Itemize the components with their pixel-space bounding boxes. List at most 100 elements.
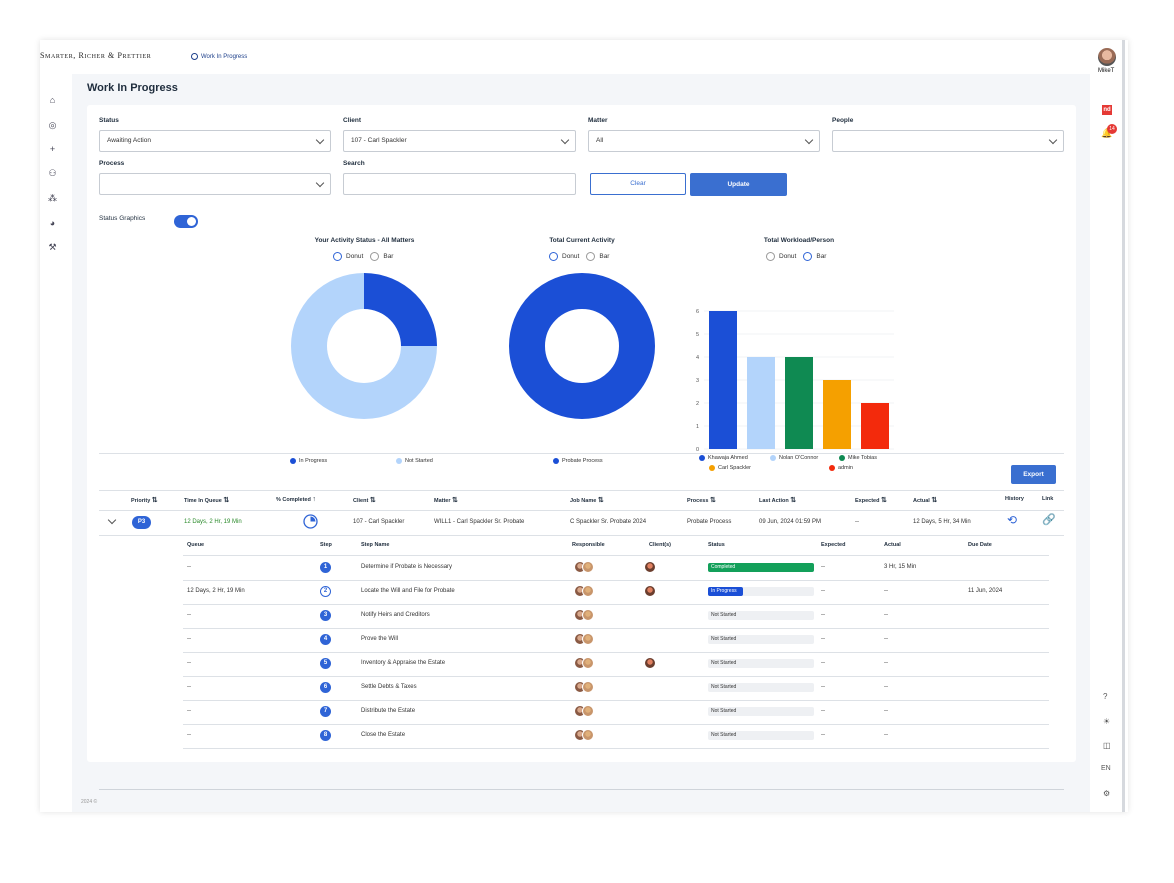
wrench-icon[interactable]: ⚒ [48, 242, 57, 252]
activity-status-slice-in-progress[interactable] [364, 273, 437, 346]
chart-total-activity-title: Total Current Activity [549, 237, 615, 244]
legend-item-probate-process[interactable]: Probate Process [553, 458, 603, 464]
legend-item-not-started[interactable]: Not Started [396, 458, 433, 464]
matter-select[interactable]: All [588, 130, 820, 152]
group-icon[interactable]: ⁂ [48, 193, 57, 203]
activity-status-slice-not-started[interactable] [291, 273, 437, 419]
responsible-avatar[interactable] [582, 729, 594, 741]
status-text: Not Started [711, 612, 737, 618]
status-text: Not Started [711, 708, 737, 714]
client-avatar[interactable] [644, 561, 656, 573]
search-label: Search [343, 160, 365, 167]
pie-chart-icon[interactable]: ◕ [49, 218, 56, 228]
header-priority[interactable]: Priority ⇅ [131, 496, 158, 504]
header-label: Priority [131, 498, 151, 504]
responsible-avatar[interactable] [582, 657, 594, 669]
bell-icon[interactable]: 🔔 [1101, 128, 1113, 138]
row-job-name: C Spackler Sr. Probate 2024 [570, 519, 647, 525]
legend-item[interactable]: Carl Spackler [709, 465, 751, 471]
sort-icon: ⇅ [223, 497, 230, 504]
legend-item[interactable]: Nolan O'Connor [770, 455, 818, 461]
responsible-avatar[interactable] [582, 633, 594, 645]
chevron-down-icon[interactable] [107, 515, 117, 525]
donut-radio[interactable] [549, 252, 558, 261]
responsible-avatar[interactable] [582, 705, 594, 717]
scrollbar[interactable] [1122, 40, 1125, 812]
legend-item-in-progress[interactable]: In Progress [290, 458, 327, 464]
breadcrumb-label: Work In Progress [201, 53, 248, 60]
clear-button[interactable]: Clear [590, 173, 686, 195]
bar-radio[interactable] [803, 252, 813, 261]
home-icon[interactable]: ⌂ [49, 95, 56, 105]
responsible-avatar[interactable] [582, 681, 594, 693]
step-name: Prove the Will [361, 636, 399, 642]
step-number: 4 [320, 634, 331, 645]
legend-label: Mike Tobias [848, 455, 877, 461]
process-select[interactable] [99, 173, 331, 195]
search-input[interactable] [343, 173, 576, 195]
bar-label: Bar [816, 253, 827, 260]
header-label: Client [353, 498, 369, 504]
client-avatar[interactable] [644, 657, 656, 669]
donut-radio[interactable] [766, 252, 775, 261]
header-expected[interactable]: Expected ⇅ [855, 496, 887, 504]
status-select[interactable]: Awaiting Action [99, 130, 331, 152]
status-label: Status [99, 117, 119, 124]
responsible-avatar[interactable] [582, 585, 594, 597]
people-select[interactable] [832, 130, 1064, 152]
user-avatar[interactable] [1098, 48, 1116, 66]
right-bar [1090, 40, 1128, 812]
plus-icon[interactable]: + [49, 144, 56, 154]
bar-nolan-o-connor[interactable] [747, 357, 775, 449]
link-icon[interactable]: 🔗 [1042, 514, 1056, 526]
list-icon[interactable]: ◎ [48, 120, 57, 130]
status-graphics-toggle[interactable] [174, 215, 198, 228]
header-actual[interactable]: Actual ⇅ [913, 496, 937, 504]
bar-carl-spackler[interactable] [823, 380, 851, 449]
columns-icon[interactable]: ◫ [1103, 741, 1111, 750]
total-activity-slice-probate-process[interactable] [509, 273, 655, 419]
legend-label: Nolan O'Connor [779, 455, 819, 461]
header-matter[interactable]: Matter ⇅ [434, 496, 458, 504]
bar-radio[interactable] [586, 252, 596, 261]
y-tick-label: 1 [696, 424, 699, 430]
people-icon[interactable]: ⚇ [48, 168, 57, 178]
app-badge-icon[interactable]: nd [1102, 105, 1112, 115]
update-button[interactable]: Update [690, 173, 787, 196]
client-select[interactable]: 107 - Carl Spackler [343, 130, 576, 152]
donut-radio[interactable] [333, 252, 342, 261]
header-time-in-queue[interactable]: Time In Queue ⇅ [184, 496, 229, 504]
help-icon[interactable]: ? [1103, 692, 1108, 701]
settings-icon[interactable]: ⚙ [1103, 789, 1111, 798]
header-client[interactable]: Client ⇅ [353, 496, 376, 504]
legend-item[interactable]: Khawaja Ahmed [699, 455, 748, 461]
legend-item[interactable]: admin [829, 465, 853, 471]
responsible-avatar[interactable] [582, 609, 594, 621]
history-icon[interactable]: ⟲ [1007, 513, 1018, 527]
header-job-name[interactable]: Job Name ⇅ [570, 496, 604, 504]
header-process[interactable]: Process ⇅ [687, 496, 716, 504]
bar-admin[interactable] [861, 403, 889, 449]
legend-item[interactable]: Mike Tobias [839, 455, 877, 461]
sun-icon[interactable]: ☀ [1103, 717, 1111, 726]
brand-logo[interactable]: Smarter, Richer & Prettier [40, 51, 152, 60]
bar-mike-tobias[interactable] [785, 357, 813, 449]
header-pct-completed[interactable]: % Completed ↑ [276, 496, 316, 503]
status-bar: In Progress [708, 587, 814, 596]
bar-khawaja-ahmed[interactable] [709, 311, 737, 449]
left-nav: ⌂ ◎ + ⚇ ⁂ ◕ ⚒ [40, 74, 72, 812]
export-button[interactable]: Export [1011, 465, 1056, 484]
row-divider [183, 748, 1049, 749]
client-avatar[interactable] [644, 585, 656, 597]
step-actual: -- [884, 588, 888, 594]
step-actual: 3 Hr, 15 Min [884, 564, 917, 570]
responsible-avatar[interactable] [582, 561, 594, 573]
breadcrumb[interactable]: Work In Progress [191, 53, 247, 60]
legend-label: Carl Spackler [718, 465, 752, 471]
ring-fill [310, 516, 316, 522]
bar-radio[interactable] [370, 252, 380, 261]
percent-complete-ring [303, 514, 318, 529]
header-last-action[interactable]: Last Action ⇅ [759, 496, 796, 504]
row-process: Probate Process [687, 519, 732, 525]
language-selector[interactable]: EN [1101, 765, 1111, 772]
